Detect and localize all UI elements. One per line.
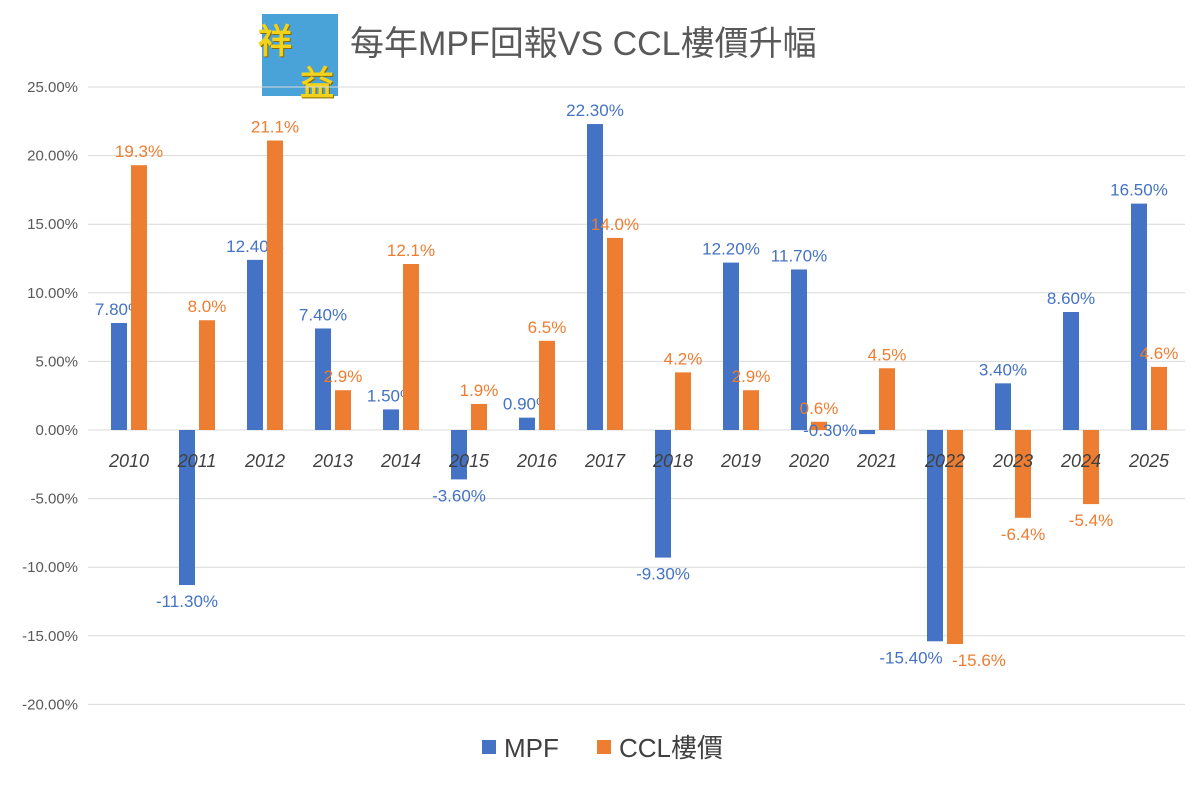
x-tick-label: 2021 [856,451,897,471]
ccl-bar [403,263,419,430]
mpf-bar [587,124,603,430]
y-tick-label: 0.00% [35,422,78,439]
y-tick-label: -5.00% [30,491,78,508]
ccl-data-label: 21.1% [251,118,299,137]
ccl-data-label: 1.9% [460,381,499,400]
y-tick-label: -20.00% [22,696,78,713]
ccl-bar [335,390,351,430]
mpf-data-label: -11.30% [156,592,218,611]
ccl-data-label: -15.6% [952,651,1006,670]
mpf-data-label: 22.30% [566,101,624,120]
ccl-bar [1015,430,1031,518]
ccl-bar [607,237,623,430]
ccl-data-label: 0.6% [800,399,839,418]
y-tick-label: -15.00% [22,628,78,645]
mpf-data-label: -15.40% [879,648,942,667]
mpf-bar [383,409,399,430]
ccl-bar [539,340,555,430]
mpf-bar [859,430,875,435]
y-tick-label: 25.00% [27,79,78,96]
x-tick-label: 2015 [448,451,490,471]
ccl-data-label: 4.6% [1140,344,1179,363]
ccl-data-label: -6.4% [1001,525,1045,544]
ccl-data-label: 8.0% [188,297,227,316]
x-tick-label: 2016 [516,451,558,471]
x-tick-label: 2020 [788,451,829,471]
mpf-bar [1131,203,1147,430]
y-tick-label: 15.00% [27,216,78,233]
mpf-data-label: 16.50% [1110,181,1168,200]
ccl-bar [947,430,963,645]
mpf-data-label: -3.60% [432,486,486,505]
mpf-data-label: 11.70% [771,246,827,265]
legend-swatch-mpf [482,740,496,754]
ccl-data-label: 19.3% [115,142,163,161]
ccl-bar [1151,366,1167,430]
legend-swatch-ccl [597,740,611,754]
x-tick-label: 2014 [380,451,421,471]
logo-char: 益 [300,64,334,104]
ccl-bar [267,140,283,430]
mpf-bar [995,383,1011,430]
mpf-bar [315,328,331,430]
mpf-data-label: 3.40% [979,360,1027,379]
y-tick-label: 20.00% [27,148,78,165]
x-tick-label: 2013 [312,451,353,471]
x-tick-label: 2018 [652,451,693,471]
ccl-data-label: 12.1% [387,241,435,260]
ccl-bar [199,320,215,430]
y-tick-label: -10.00% [22,559,78,576]
x-tick-label: 2022 [924,451,965,471]
mpf-bar [723,262,739,430]
x-tick-label: 2019 [720,451,761,471]
mpf-data-label: -9.30% [636,565,690,584]
mpf-data-label: 7.40% [299,305,347,324]
ccl-bar [743,390,759,430]
x-tick-label: 2012 [244,451,285,471]
ccl-data-label: -5.4% [1069,511,1113,530]
ccl-data-label: 14.0% [591,215,639,234]
ccl-data-label: 4.2% [664,349,703,368]
x-tick-label: 2023 [992,451,1033,471]
ccl-data-label: 4.5% [868,345,907,364]
mpf-bar [247,259,263,430]
ccl-bar [131,165,147,431]
ccl-bar [811,421,827,430]
ccl-bar [879,368,895,430]
mpf-data-label: -0.30% [803,421,857,440]
x-tick-label: 2010 [108,451,149,471]
legend-label-mpf: MPF [504,733,559,763]
chart-title: 每年MPF回報VS CCL樓價升幅 [350,25,817,63]
legend-label-ccl: CCL樓價 [619,733,723,763]
mpf-bar [111,322,127,430]
mpf-bar [1063,312,1079,430]
ccl-bar [471,403,487,430]
mpf-bar [519,417,535,430]
ccl-data-label: 6.5% [528,318,567,337]
ccl-bar [675,372,691,430]
ccl-data-label: 2.9% [732,367,771,386]
ccl-data-label: 2.9% [324,367,363,386]
mpf-data-label: 8.60% [1047,289,1095,308]
logo-char: 祥 [258,22,292,62]
x-tick-label: 2025 [1128,451,1170,471]
mpf-bar [791,269,807,430]
mpf-bar [927,430,943,642]
y-tick-label: 10.00% [27,285,78,302]
mpf-bar [179,430,195,586]
mpf-data-label: 12.20% [702,240,760,259]
y-tick-label: 5.00% [35,353,78,370]
mpf-bar [451,430,467,480]
mpf-bar [655,430,671,558]
x-tick-label: 2011 [177,451,217,471]
x-tick-label: 2017 [584,451,626,471]
ccl-bar [1083,430,1099,505]
company-logo: 祥 益 [258,14,338,104]
x-tick-label: 2024 [1060,451,1101,471]
